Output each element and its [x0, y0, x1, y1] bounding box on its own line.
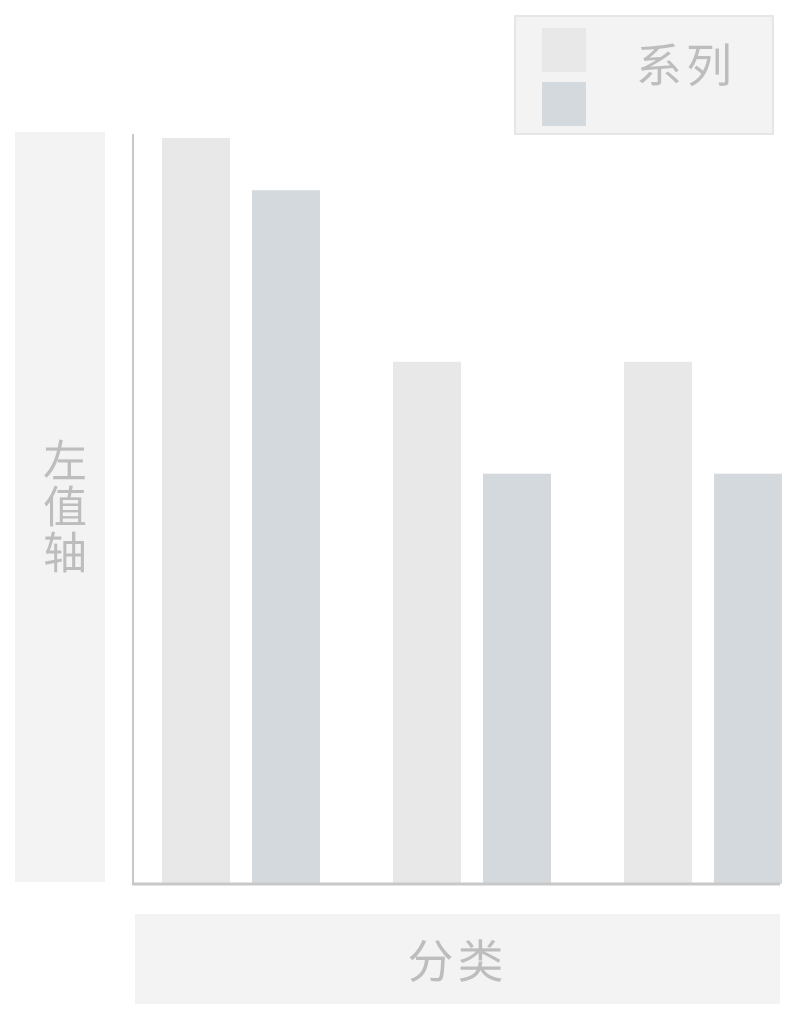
bar-series-2-category-2 [483, 473, 551, 884]
x-axis-title-box: 分类 [135, 914, 780, 1004]
x-axis-title: 分类 [407, 935, 508, 989]
bar-series-1-category-2 [393, 361, 461, 884]
legend-swatch-series-2 [542, 82, 586, 126]
y-axis-title: 左值轴 [35, 438, 86, 576]
bar-series-2-category-3 [714, 473, 782, 884]
y-axis-title-box: 左值轴 [15, 132, 105, 882]
bar-series-1-category-1 [162, 138, 230, 884]
bars-group [162, 138, 782, 885]
legend: 系列 [514, 15, 774, 135]
bar-series-1-category-3 [624, 361, 692, 884]
bar-series-2-category-1 [252, 190, 320, 885]
legend-title: 系列 [636, 39, 736, 93]
legend-swatch-series-1 [542, 28, 586, 72]
